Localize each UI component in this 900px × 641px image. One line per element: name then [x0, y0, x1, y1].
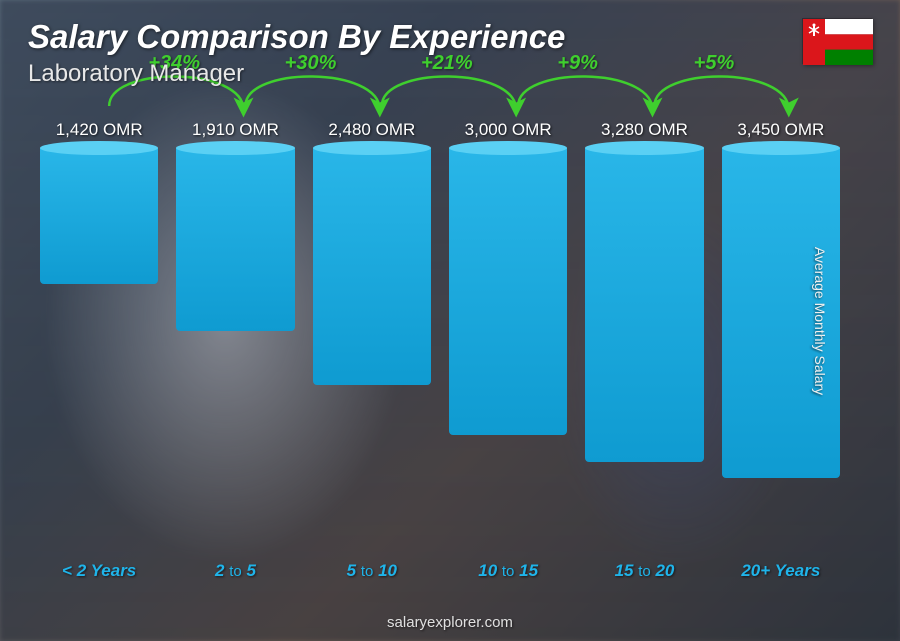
bar-top-ellipse — [585, 141, 703, 155]
bar-slot: 3,000 OMR — [449, 120, 567, 551]
bar — [313, 148, 431, 385]
bar-body — [40, 148, 158, 284]
bar-body — [449, 148, 567, 435]
header: Salary Comparison By Experience Laborato… — [28, 18, 872, 88]
bar — [176, 148, 294, 331]
x-axis-label: 15 to 20 — [585, 561, 703, 581]
bar-value-label: 2,480 OMR — [328, 120, 415, 140]
bar-value-label: 3,000 OMR — [465, 120, 552, 140]
bars-container: 1,420 OMR 1,910 OMR 2,480 OMR 3,000 OMR 3,28… — [40, 120, 840, 551]
bar-top-ellipse — [313, 141, 431, 155]
chart-subtitle: Laboratory Manager — [28, 60, 872, 88]
bar — [40, 148, 158, 284]
x-axis-label: 2 to 5 — [176, 561, 294, 581]
country-flag-oman — [802, 18, 872, 64]
bar-value-label: 1,910 OMR — [192, 120, 279, 140]
bar-value-label: 3,450 OMR — [737, 120, 824, 140]
bar — [449, 148, 567, 435]
bar-slot: 1,420 OMR — [40, 120, 158, 551]
bar-slot: 1,910 OMR — [176, 120, 294, 551]
x-axis-label: < 2 Years — [40, 561, 158, 581]
bar-slot: 2,480 OMR — [313, 120, 431, 551]
chart-title: Salary Comparison By Experience — [28, 18, 872, 56]
y-axis-label: Average Monthly Salary — [812, 246, 828, 394]
x-axis-labels: < 2 Years 2 to 5 5 to 10 10 to 15 15 to 20 20… — [40, 561, 840, 581]
bar-body — [176, 148, 294, 331]
chart-area: 1,420 OMR 1,910 OMR 2,480 OMR 3,000 OMR 3,28… — [40, 120, 840, 581]
bar-body — [313, 148, 431, 385]
bar-top-ellipse — [722, 141, 840, 155]
bar-slot: 3,280 OMR — [585, 120, 703, 551]
x-axis-label: 20+ Years — [722, 561, 840, 581]
bar-top-ellipse — [40, 141, 158, 155]
bar-value-label: 1,420 OMR — [56, 120, 143, 140]
bar-top-ellipse — [449, 141, 567, 155]
bar — [585, 148, 703, 462]
x-axis-label: 10 to 15 — [449, 561, 567, 581]
bar-body — [585, 148, 703, 462]
x-axis-label: 5 to 10 — [313, 561, 431, 581]
footer-attribution: salaryexplorer.com — [0, 614, 900, 631]
bar-top-ellipse — [176, 141, 294, 155]
bar-value-label: 3,280 OMR — [601, 120, 688, 140]
